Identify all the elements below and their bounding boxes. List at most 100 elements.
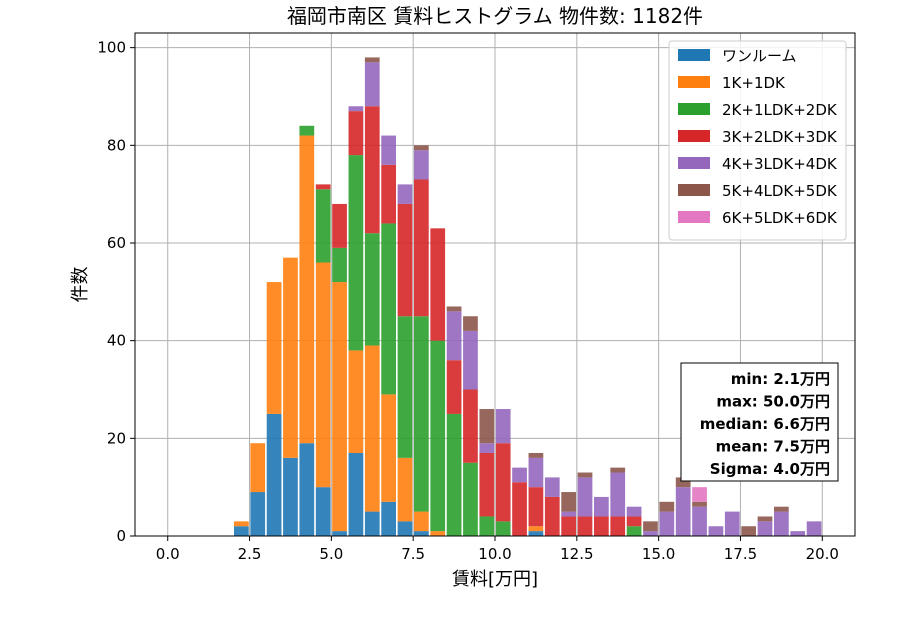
legend-label-2: 2K+1LDK+2DK [722, 101, 838, 119]
bar-segment-0 [364, 511, 380, 536]
legend-swatch-2 [678, 103, 710, 115]
stats-line-2: median: 6.6万円 [700, 415, 830, 433]
bar-segment-0 [299, 443, 315, 536]
bar-segment-4 [561, 511, 576, 517]
bar-segment-3 [332, 203, 347, 248]
legend-swatch-6 [678, 211, 710, 223]
legend: ワンルーム 1K+1DK 2K+1LDK+2DK 3K+2LDK+3DK 4K+3LDK… [668, 40, 847, 241]
bar-segment-1 [234, 521, 249, 527]
bar-segment-5 [528, 452, 544, 458]
bar-segment-4 [381, 135, 396, 165]
legend-swatch-1 [678, 76, 710, 88]
bar-segment-2 [495, 521, 511, 536]
bar-segment-1 [528, 526, 544, 532]
legend-label-5: 5K+4LDK+5DK [722, 182, 838, 200]
bar-segment-4 [610, 472, 626, 517]
stats-line-1: max: 50.0万円 [716, 393, 830, 411]
bar-segment-2 [348, 155, 364, 351]
bar-segment-3 [512, 482, 527, 536]
bar-segment-3 [594, 516, 609, 536]
y-tick-label: 40 [107, 332, 126, 350]
bar-segment-5 [610, 467, 626, 473]
bar-segment-2 [381, 223, 396, 395]
chart-title: 福岡市南区 賃料ヒストグラム 物件数: 1182件 [287, 4, 703, 28]
bar-segment-5 [675, 477, 691, 488]
bar-segment-4 [594, 496, 609, 517]
bar-segment-4 [479, 443, 495, 453]
x-tick-label: 7.5 [401, 545, 425, 563]
bar-segment-2 [299, 125, 315, 136]
stats-box: min: 2.1万円 max: 50.0万円 median: 6.6万円 mean: … [680, 362, 839, 482]
bar-segment-4 [512, 467, 527, 483]
bar-segment-2 [463, 462, 478, 536]
bar-segment-0 [250, 492, 266, 536]
bar-segment-4 [806, 521, 822, 536]
bar-segment-4 [414, 150, 429, 180]
bar-segment-1 [381, 394, 396, 502]
bar-segment-4 [675, 487, 691, 536]
bar-segment-2 [626, 526, 642, 536]
stats-box-frame [680, 362, 839, 482]
legend-label-4: 4K+3LDK+4DK [722, 155, 838, 173]
bar-segment-1 [430, 531, 446, 536]
y-axis-label: 件数 [70, 267, 91, 303]
bar-segment-0 [414, 531, 429, 536]
bar-segment-1 [414, 511, 429, 532]
legend-label-0: ワンルーム [722, 47, 797, 65]
bar-segment-5 [741, 526, 756, 536]
x-tick-label: 5.0 [319, 545, 343, 563]
bar-segment-2 [397, 316, 413, 458]
bar-segment-1 [250, 443, 266, 493]
legend-box [668, 40, 847, 241]
bar-segment-4 [577, 477, 593, 517]
bar-segment-5 [643, 521, 658, 532]
bar-segment-4 [643, 531, 658, 536]
bar-segment-3 [577, 516, 593, 536]
legend-label-6: 6K+5LDK+6DK [722, 209, 838, 227]
bar-segment-1 [299, 135, 315, 444]
bar-segment-4 [528, 457, 544, 488]
bar-segment-4 [364, 62, 380, 107]
bar-segment-3 [397, 203, 413, 317]
y-tick-label: 20 [107, 429, 126, 447]
bar-segment-4 [774, 511, 789, 536]
bar-segment-0 [332, 531, 347, 536]
bar-segment-3 [479, 452, 495, 517]
legend-swatch-3 [678, 130, 710, 142]
stats-line-0: min: 2.1万円 [731, 370, 830, 388]
x-tick-label: 20.0 [806, 545, 839, 563]
bar-segment-3 [446, 360, 462, 414]
bar-segment-5 [364, 57, 380, 63]
legend-label-1: 1K+1DK [722, 74, 786, 92]
legend-swatch-0 [678, 49, 710, 61]
bar-segment-2 [364, 233, 380, 346]
y-tick-label: 80 [107, 136, 126, 154]
bar-segment-1 [266, 282, 282, 414]
bar-segment-4 [708, 526, 724, 536]
bar-segment-3 [430, 228, 446, 341]
bar-segment-5 [577, 472, 593, 478]
bar-segment-5 [479, 409, 495, 444]
axis-layer: 0.0 2.5 5.0 7.5 10.0 12.5 15.0 17.5 20.0 0 20 40 60 8… [97, 39, 839, 563]
bar-segment-3 [561, 516, 576, 536]
bar-segment-2 [414, 316, 429, 512]
bar-segment-3 [463, 389, 478, 463]
bar-segment-1 [283, 257, 298, 458]
bar-segment-0 [315, 487, 331, 536]
bar-segment-4 [397, 184, 413, 204]
bar-segment-5 [463, 316, 478, 331]
bar-segment-3 [381, 164, 396, 224]
stats-line-3: mean: 7.5万円 [716, 438, 830, 456]
bar-segment-5 [446, 306, 462, 312]
bar-segment-4 [348, 106, 364, 112]
bar-segment-5 [659, 501, 675, 512]
bar-segment-3 [364, 106, 380, 234]
bar-segment-0 [528, 531, 544, 536]
x-tick-label: 12.5 [560, 545, 593, 563]
stats-line-4: Sigma: 4.0万円 [710, 460, 830, 478]
bar-segment-2 [315, 189, 331, 263]
bar-segment-5 [414, 145, 429, 151]
bar-segment-3 [528, 487, 544, 527]
x-tick-label: 17.5 [724, 545, 757, 563]
bar-segment-0 [234, 526, 249, 536]
